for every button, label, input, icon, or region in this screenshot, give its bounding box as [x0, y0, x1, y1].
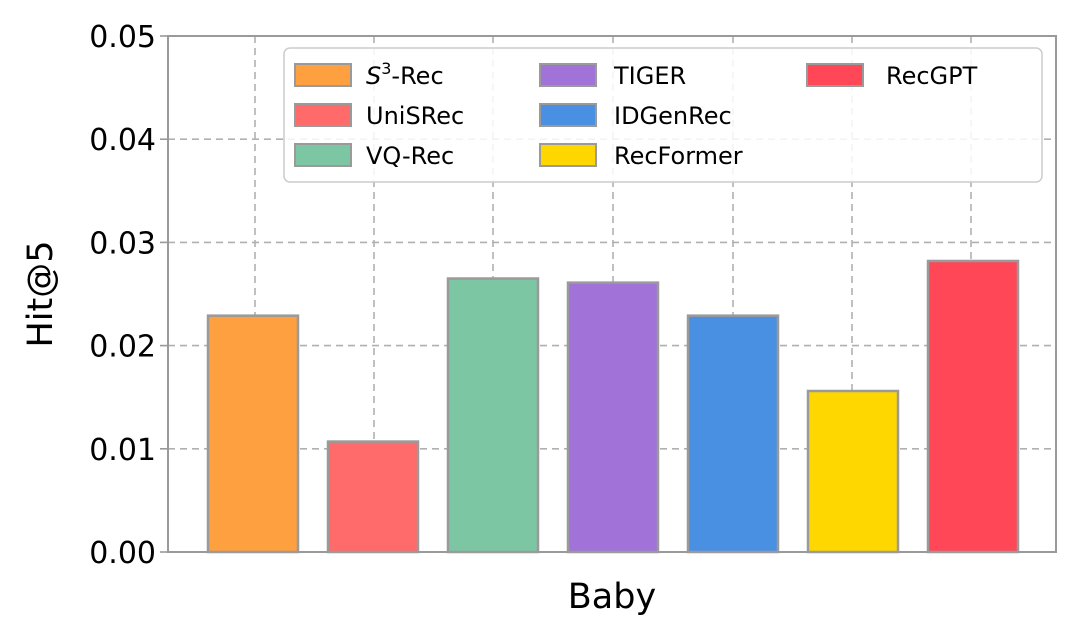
- y-tick-label: 0.01: [89, 433, 156, 468]
- legend-swatch-s: [294, 63, 352, 87]
- legend-swatch-vq-rec: [294, 143, 352, 167]
- legend-swatch-recgpt: [806, 63, 864, 87]
- legend-swatch-tiger: [539, 63, 597, 87]
- bar-unisrec: [326, 440, 420, 554]
- legend: S3-Rec UniSRec VQ-Rec TIGER IDGenRec RecForme…: [283, 47, 1043, 183]
- plot-frame: [167, 35, 1057, 553]
- x-axis-label: Baby: [568, 577, 656, 617]
- bar-s: [206, 314, 300, 554]
- legend-label-tiger: TIGER: [613, 62, 686, 90]
- bar-vq-rec: [446, 277, 540, 554]
- y-tick-label: 0.00: [89, 536, 156, 571]
- legend-label-recgpt: RecGPT: [886, 62, 978, 90]
- y-tick-label: 0.05: [89, 20, 156, 55]
- legend-label-recformer: RecFormer: [614, 142, 743, 170]
- legend-swatch-idgenrec: [539, 103, 597, 127]
- y-axis-label: Hit@5: [21, 240, 61, 347]
- legend-label-s: S3-Rec: [366, 59, 444, 90]
- bars: [206, 259, 1020, 554]
- bar-idgenrec: [686, 314, 780, 554]
- legend-label-vq-rec: VQ-Rec: [366, 142, 454, 170]
- y-tick-label: 0.02: [89, 330, 156, 365]
- y-axis-ticks: 0.00 0.01 0.02 0.03 0.04 0.05: [89, 20, 168, 571]
- y-tick-label: 0.04: [89, 123, 156, 158]
- bar-tiger: [566, 281, 660, 554]
- bar-recgpt: [926, 259, 1020, 554]
- legend-swatch-unisrec: [294, 103, 352, 127]
- legend-label-unisrec: UniSRec: [366, 102, 464, 130]
- bar-recformer: [806, 389, 900, 554]
- legend-label-idgenrec: IDGenRec: [614, 102, 732, 130]
- y-tick-label: 0.03: [89, 226, 156, 261]
- legend-swatch-recformer: [539, 143, 597, 167]
